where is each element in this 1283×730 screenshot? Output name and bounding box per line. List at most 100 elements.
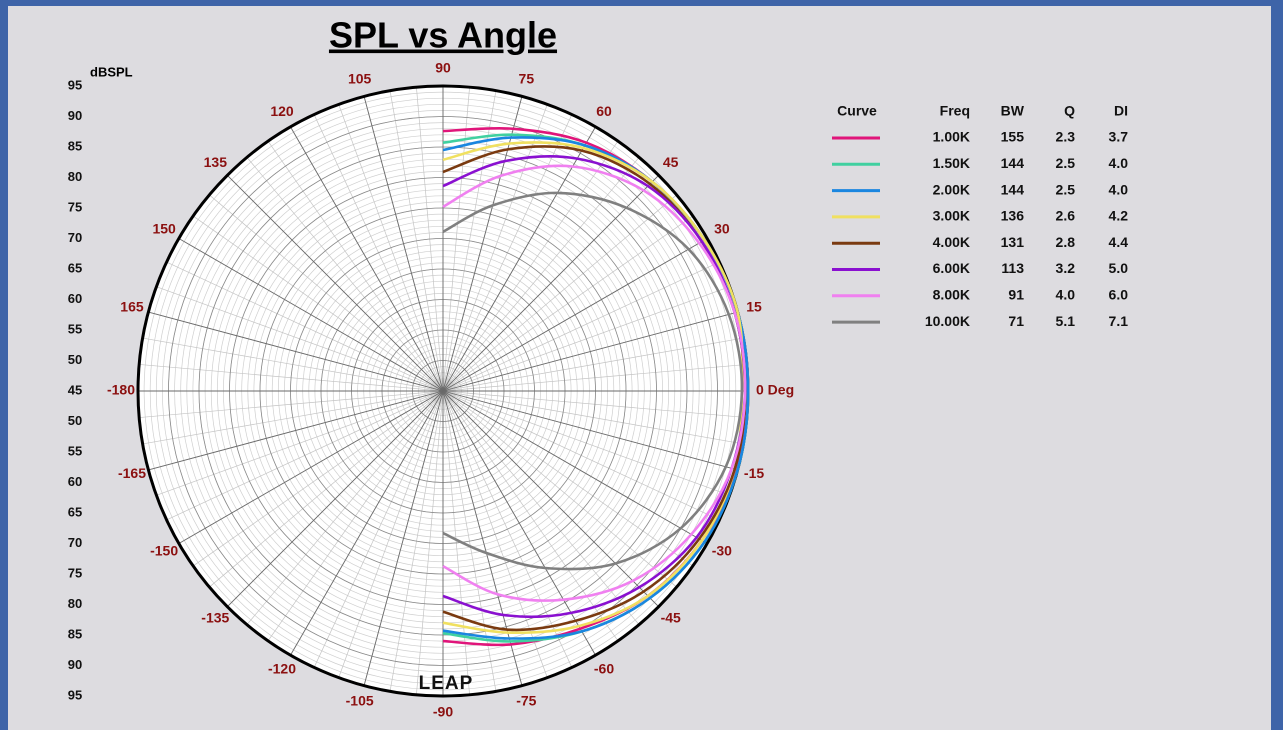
legend-bw: 144 [1001, 155, 1025, 171]
legend-bw: 131 [1001, 234, 1025, 250]
series-line [442, 191, 744, 571]
angle-tick-label: 90 [435, 60, 451, 76]
spoke [442, 175, 659, 392]
angle-tick-label: -90 [433, 704, 453, 720]
r-tick-label: 50 [68, 352, 82, 367]
spoke [442, 390, 708, 544]
spoke [178, 390, 444, 544]
r-tick-label: 65 [68, 504, 82, 519]
r-tick-label: 80 [68, 169, 82, 184]
legend-freq: 3.00K [933, 208, 970, 224]
r-tick-label: 45 [68, 382, 82, 397]
angle-tick-label: 165 [120, 298, 144, 314]
grid [138, 86, 748, 696]
angle-tick-label: 45 [663, 154, 679, 170]
angle-tick-label: -120 [268, 661, 296, 677]
spoke [442, 390, 523, 686]
legend-di: 3.7 [1109, 129, 1129, 145]
frame: SPL vs Angle dBSPL 45 50 50 55 55 60 60 65 65 70 7… [8, 6, 1271, 730]
legend-di: 4.4 [1109, 234, 1129, 250]
r-tick-label: 50 [68, 413, 82, 428]
legend-freq: 10.00K [925, 313, 970, 329]
spoke [363, 390, 444, 686]
radial-axis-label: dBSPL [90, 64, 133, 79]
angle-tick-label: 75 [519, 71, 535, 87]
legend-freq: 2.00K [933, 181, 970, 197]
legend-di: 5.0 [1109, 260, 1129, 276]
series-line [442, 136, 750, 640]
spoke [290, 390, 444, 656]
legend-q: 5.1 [1056, 313, 1076, 329]
chart-title: SPL vs Angle [329, 15, 557, 56]
legend-bw: 113 [1001, 260, 1024, 276]
legend-di: 4.2 [1109, 208, 1129, 224]
angle-tick-label: -180 [107, 382, 135, 398]
spoke [442, 390, 738, 471]
r-tick-label: 75 [68, 565, 82, 580]
r-tick-label: 75 [68, 199, 82, 214]
spoke [227, 390, 444, 607]
chart: SPL vs Angle dBSPL 45 50 50 55 55 60 60 65 65 70 7… [68, 15, 1129, 720]
spoke [148, 390, 444, 471]
watermark: LEAP [419, 673, 474, 694]
r-tick-label: 95 [68, 77, 82, 92]
spoke [178, 238, 444, 392]
r-tick-label: 95 [68, 687, 82, 702]
angle-tick-label: 105 [348, 71, 372, 87]
r-tick-label: 70 [68, 535, 82, 550]
r-tick-label: 90 [68, 108, 82, 123]
legend-di: 4.0 [1109, 155, 1129, 171]
spoke [290, 126, 444, 392]
spoke [442, 238, 708, 392]
angle-tick-label: 135 [204, 154, 228, 170]
spoke [227, 175, 444, 392]
r-tick-label: 60 [68, 291, 82, 306]
r-tick-label: 80 [68, 596, 82, 611]
angle-tick-label: -165 [118, 465, 146, 481]
legend-q: 2.6 [1056, 208, 1076, 224]
legend-bw: 144 [1001, 181, 1025, 197]
angle-tick-label: -135 [201, 609, 229, 625]
angle-tick-label: -30 [712, 543, 732, 559]
angle-tick-label: -150 [150, 543, 178, 559]
legend-freq: 4.00K [933, 234, 970, 250]
legend-q: 2.8 [1056, 234, 1076, 250]
legend-header: Q [1064, 103, 1075, 119]
r-tick-label: 85 [68, 138, 82, 153]
legend-q: 4.0 [1056, 287, 1076, 303]
legend-freq: 1.50K [933, 155, 970, 171]
r-tick-label: 55 [68, 321, 82, 336]
spoke [148, 311, 444, 392]
spoke [442, 390, 596, 656]
legend-q: 2.5 [1056, 155, 1076, 171]
legend-header: BW [1001, 103, 1025, 119]
legend-di: 4.0 [1109, 181, 1129, 197]
legend-q: 2.3 [1056, 129, 1076, 145]
angle-tick-label: -45 [661, 609, 681, 625]
angle-tick-label: 150 [152, 221, 176, 237]
r-tick-label: 70 [68, 230, 82, 245]
spoke [442, 390, 659, 607]
angle-tick-label: 120 [270, 103, 294, 119]
legend-di: 6.0 [1109, 287, 1129, 303]
legend-bw: 136 [1001, 208, 1025, 224]
spoke [442, 126, 596, 392]
legend-header: Freq [940, 103, 970, 119]
angle-tick-label: 15 [746, 298, 762, 314]
legend-freq: 1.00K [933, 129, 970, 145]
legend-bw: 155 [1001, 129, 1025, 145]
angle-tick-label: 0 Deg [756, 382, 794, 398]
legend-di: 7.1 [1109, 313, 1129, 329]
angle-tick-label: -75 [516, 693, 536, 709]
spoke [442, 311, 738, 392]
legend-header: DI [1114, 103, 1128, 119]
r-tick-label: 85 [68, 626, 82, 641]
legend-q: 2.5 [1056, 181, 1076, 197]
legend-q: 3.2 [1056, 260, 1076, 276]
r-tick-label: 90 [68, 657, 82, 672]
angle-tick-label: 60 [596, 103, 612, 119]
r-tick-label: 60 [68, 474, 82, 489]
spoke [442, 96, 523, 392]
series-line [442, 164, 747, 602]
